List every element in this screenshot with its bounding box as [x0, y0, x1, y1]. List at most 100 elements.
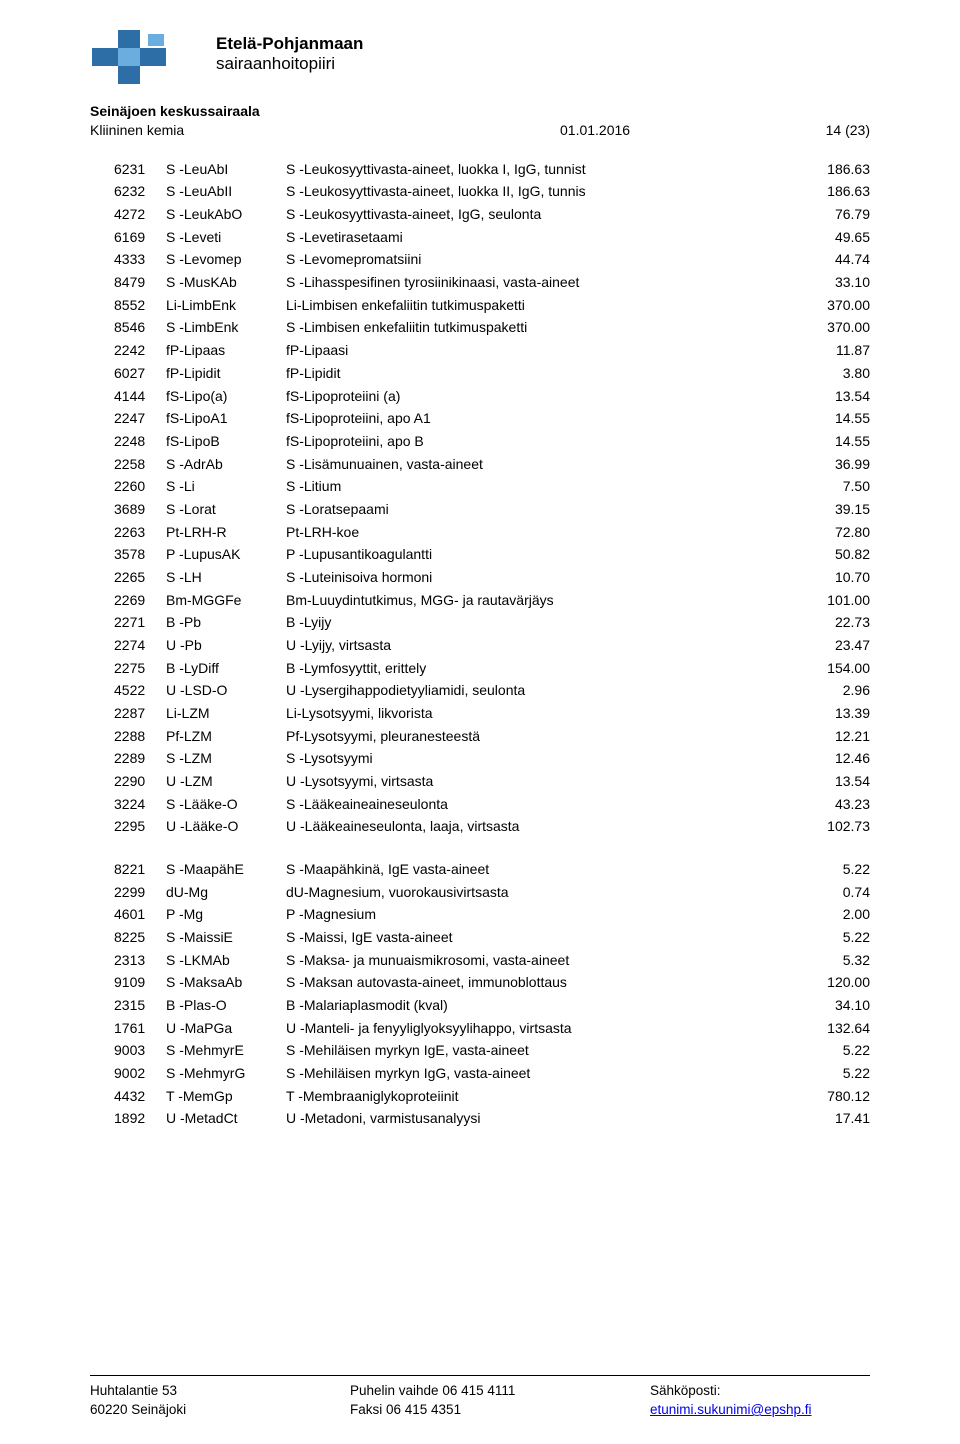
cell-desc: S -Luteinisoiva hormoni — [286, 566, 790, 589]
header-logo-row: Etelä-Pohjanmaan sairaanhoitopiiri — [90, 28, 870, 94]
cell-code: 2299 — [114, 881, 166, 904]
footer-phone: Puhelin vaihde 06 415 4111 Faksi 06 415 … — [350, 1382, 650, 1420]
cell-abbr: dU-Mg — [166, 881, 286, 904]
doc-date: 01.01.2016 — [560, 121, 730, 140]
org-name-line1: Etelä-Pohjanmaan — [216, 34, 363, 54]
cell-price: 5.32 — [790, 949, 870, 972]
cell-desc: fP-Lipaasi — [286, 339, 790, 362]
cell-abbr: S -Li — [166, 475, 286, 498]
cell-desc: S -Maksa- ja munuaismikrosomi, vasta-ain… — [286, 949, 790, 972]
price-table-block-1: 6231S -LeuAbIS -Leukosyyttivasta-aineet,… — [90, 158, 870, 838]
cell-price: 22.73 — [790, 611, 870, 634]
cell-code: 2258 — [114, 453, 166, 476]
cell-desc: B -Malariaplasmodit (kval) — [286, 994, 790, 1017]
cell-code: 2288 — [114, 725, 166, 748]
cell-code: 8225 — [114, 926, 166, 949]
cell-code: 6231 — [114, 158, 166, 181]
cell-code: 2275 — [114, 657, 166, 680]
cell-code: 3689 — [114, 498, 166, 521]
cell-desc: fP-Lipidit — [286, 362, 790, 385]
logo-cross-icon — [90, 28, 200, 94]
cell-abbr: Li-LZM — [166, 702, 286, 725]
cell-code: 2247 — [114, 407, 166, 430]
table-row: 4432T -MemGpT -Membraaniglykoproteiinit7… — [114, 1085, 870, 1108]
cell-price: 44.74 — [790, 248, 870, 271]
cell-abbr: U -LZM — [166, 770, 286, 793]
cell-code: 2290 — [114, 770, 166, 793]
cell-price: 780.12 — [790, 1085, 870, 1108]
cell-code: 8221 — [114, 858, 166, 881]
cell-code: 2260 — [114, 475, 166, 498]
cell-desc: S -Loratsepaami — [286, 498, 790, 521]
cell-desc: U -Lyijy, virtsasta — [286, 634, 790, 657]
cell-price: 72.80 — [790, 521, 870, 544]
cell-abbr: Pf-LZM — [166, 725, 286, 748]
cell-abbr: S -Lorat — [166, 498, 286, 521]
cell-abbr: S -MehmyrE — [166, 1039, 286, 1062]
table-row: 9002S -MehmyrGS -Mehiläisen myrkyn IgG, … — [114, 1062, 870, 1085]
cell-code: 8546 — [114, 316, 166, 339]
cell-desc: S -Leukosyyttivasta-aineet, luokka II, I… — [286, 180, 790, 203]
table-row: 6027fP-LipiditfP-Lipidit3.80 — [114, 362, 870, 385]
cell-price: 186.63 — [790, 158, 870, 181]
table-row: 9003S -MehmyrES -Mehiläisen myrkyn IgE, … — [114, 1039, 870, 1062]
cell-price: 102.73 — [790, 815, 870, 838]
cell-abbr: P -LupusAK — [166, 543, 286, 566]
cell-code: 4333 — [114, 248, 166, 271]
table-row: 2299dU-MgdU-Magnesium, vuorokausivirtsas… — [114, 881, 870, 904]
table-row: 6169S -LevetiS -Levetirasetaami49.65 — [114, 226, 870, 249]
cell-price: 12.46 — [790, 747, 870, 770]
cell-code: 2315 — [114, 994, 166, 1017]
table-row: 2315B -Plas-OB -Malariaplasmodit (kval)3… — [114, 994, 870, 1017]
cell-abbr: fS-LipoA1 — [166, 407, 286, 430]
cell-price: 76.79 — [790, 203, 870, 226]
cell-desc: P -Magnesium — [286, 903, 790, 926]
cell-price: 49.65 — [790, 226, 870, 249]
cell-abbr: S -MusKAb — [166, 271, 286, 294]
cell-price: 370.00 — [790, 316, 870, 339]
cell-desc: S -Levomepromatsiini — [286, 248, 790, 271]
cell-price: 17.41 — [790, 1107, 870, 1130]
cell-desc: B -Lymfosyyttit, erittely — [286, 657, 790, 680]
cell-abbr: S -Lääke-O — [166, 793, 286, 816]
cell-code: 1761 — [114, 1017, 166, 1040]
cell-desc: Li-Limbisen enkefaliitin tutkimuspaketti — [286, 294, 790, 317]
table-row: 4144fS-Lipo(a)fS-Lipoproteiini (a)13.54 — [114, 385, 870, 408]
footer-address: Huhtalantie 53 60220 Seinäjoki — [90, 1382, 350, 1420]
table-row: 3224S -Lääke-OS -Lääkeaineaineseulonta43… — [114, 793, 870, 816]
cell-desc: Li-Lysotsyymi, likvorista — [286, 702, 790, 725]
cell-price: 23.47 — [790, 634, 870, 657]
table-row: 3689S -LoratS -Loratsepaami39.15 — [114, 498, 870, 521]
table-row: 2295U -Lääke-OU -Lääkeaineseulonta, laaj… — [114, 815, 870, 838]
cell-abbr: S -LZM — [166, 747, 286, 770]
cell-abbr: Pt-LRH-R — [166, 521, 286, 544]
cell-desc: U -Lysotsyymi, virtsasta — [286, 770, 790, 793]
cell-abbr: S -LeukAbO — [166, 203, 286, 226]
footer-email-link[interactable]: etunimi.sukunimi@epshp.fi — [650, 1402, 812, 1417]
cell-price: 5.22 — [790, 1039, 870, 1062]
cell-desc: fS-Lipoproteiini, apo A1 — [286, 407, 790, 430]
cell-abbr: S -LimbEnk — [166, 316, 286, 339]
cell-price: 186.63 — [790, 180, 870, 203]
table-row: 4333S -LevomepS -Levomepromatsiini44.74 — [114, 248, 870, 271]
footer-email-label: Sähköposti: — [650, 1382, 870, 1401]
footer-addr-line1: Huhtalantie 53 — [90, 1382, 350, 1401]
cell-code: 2265 — [114, 566, 166, 589]
cell-price: 3.80 — [790, 362, 870, 385]
cell-price: 14.55 — [790, 407, 870, 430]
table-row: 3578P -LupusAKP -Lupusantikoagulantti50.… — [114, 543, 870, 566]
cell-code: 1892 — [114, 1107, 166, 1130]
cell-abbr: fS-Lipo(a) — [166, 385, 286, 408]
cell-price: 370.00 — [790, 294, 870, 317]
cell-price: 132.64 — [790, 1017, 870, 1040]
table-row: 6231S -LeuAbIS -Leukosyyttivasta-aineet,… — [114, 158, 870, 181]
table-row: 2287Li-LZMLi-Lysotsyymi, likvorista13.39 — [114, 702, 870, 725]
table-row: 8225S -MaissiES -Maissi, IgE vasta-ainee… — [114, 926, 870, 949]
cell-abbr: U -Pb — [166, 634, 286, 657]
cell-code: 2313 — [114, 949, 166, 972]
cell-code: 2242 — [114, 339, 166, 362]
table-row: 2313S -LKMAbS -Maksa- ja munuaismikrosom… — [114, 949, 870, 972]
cell-desc: dU-Magnesium, vuorokausivirtsasta — [286, 881, 790, 904]
cell-abbr: U -LSD-O — [166, 679, 286, 702]
cell-abbr: S -AdrAb — [166, 453, 286, 476]
